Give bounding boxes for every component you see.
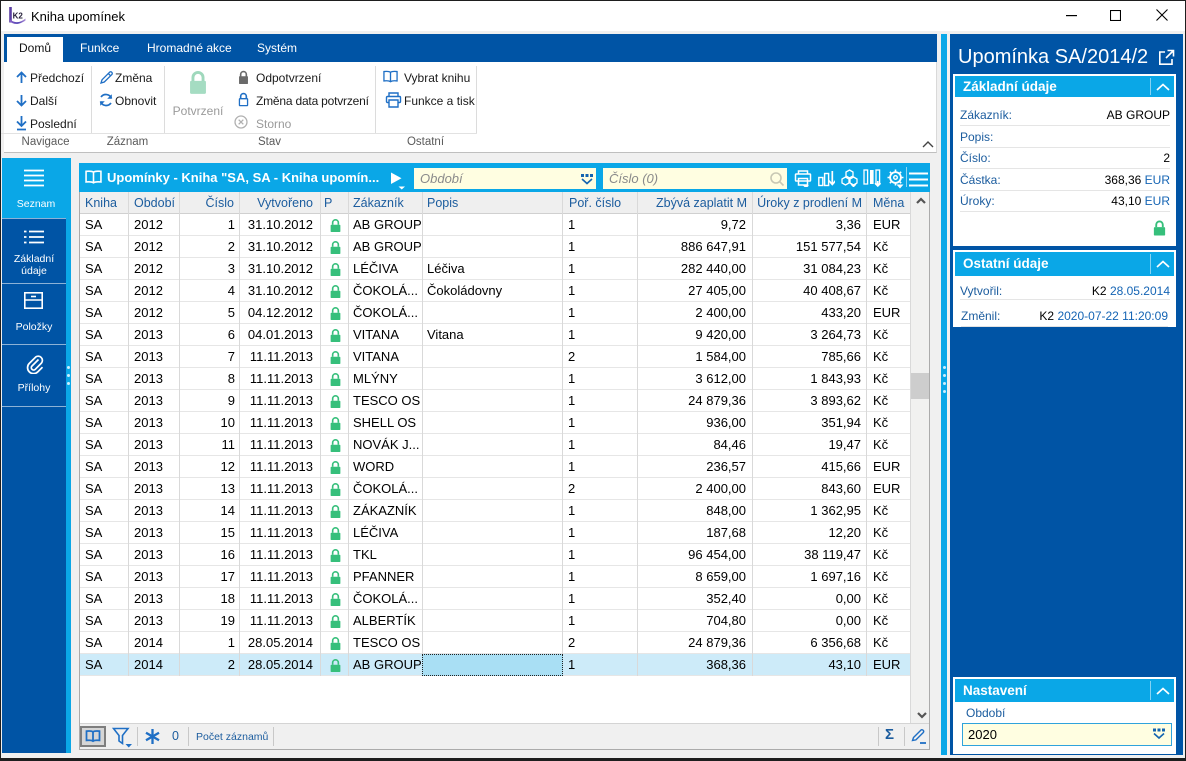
svg-text:K2: K2 [13, 12, 24, 21]
